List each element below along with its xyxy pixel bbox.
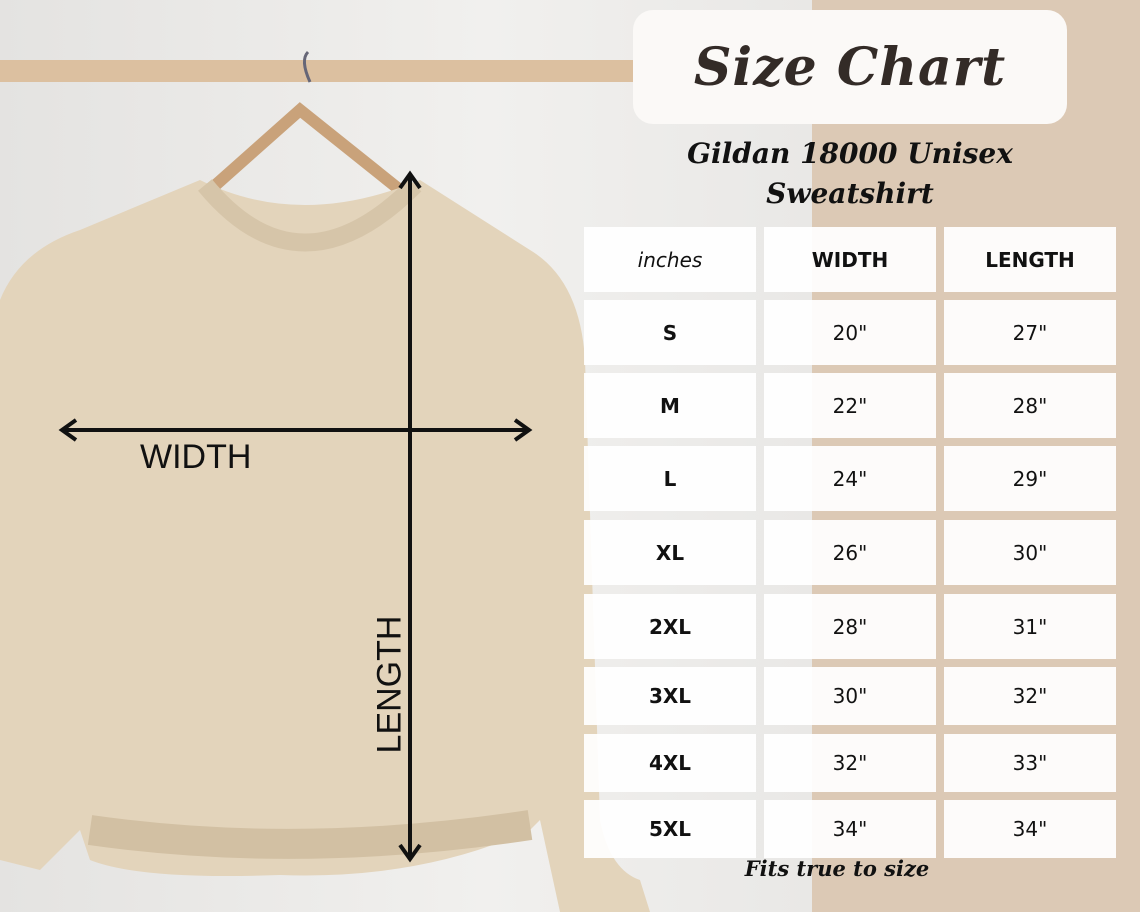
table-cell: 27" <box>944 300 1116 365</box>
title-box: Size Chart <box>633 10 1067 124</box>
table-cell: 32" <box>944 667 1116 725</box>
table-cell: 34" <box>944 800 1116 858</box>
length-label: LENGTH <box>370 615 409 754</box>
table-cell: 33" <box>944 734 1116 792</box>
table-cell: S <box>584 300 756 365</box>
table-cell: 5XL <box>584 800 756 858</box>
width-label: WIDTH <box>140 438 252 476</box>
subtitle-line-2: Sweatshirt <box>766 177 934 210</box>
fit-note: Fits true to size <box>744 856 930 881</box>
table-header-cell: LENGTH <box>944 227 1116 292</box>
table-cell: 20" <box>764 300 936 365</box>
hanger-rail <box>0 60 640 82</box>
table-cell: M <box>584 373 756 438</box>
table-cell: 29" <box>944 446 1116 511</box>
sweatshirt-photo <box>0 50 650 912</box>
collar <box>198 178 422 252</box>
table-cell: 28" <box>944 373 1116 438</box>
table-cell: 34" <box>764 800 936 858</box>
table-cell: 22" <box>764 373 936 438</box>
table-cell: 2XL <box>584 594 756 659</box>
hanger <box>206 102 404 195</box>
sweatshirt-body <box>0 180 650 912</box>
table-cell: 32" <box>764 734 936 792</box>
table-cell: 24" <box>764 446 936 511</box>
table-cell: 3XL <box>584 667 756 725</box>
table-header-cell: inches <box>584 227 756 292</box>
table-cell: 28" <box>764 594 936 659</box>
table-cell: 26" <box>764 520 936 585</box>
table-cell: 30" <box>944 520 1116 585</box>
hanger-hook <box>303 50 312 83</box>
table-header-cell: WIDTH <box>764 227 936 292</box>
subtitle: Gildan 18000 Unisex Sweatshirt <box>600 134 1100 214</box>
table-cell: 31" <box>944 594 1116 659</box>
hem <box>87 810 533 859</box>
table-cell: 4XL <box>584 734 756 792</box>
table-cell: 30" <box>764 667 936 725</box>
page-title: Size Chart <box>693 36 1007 98</box>
subtitle-line-1: Gildan 18000 Unisex <box>687 137 1013 170</box>
table-cell: XL <box>584 520 756 585</box>
table-cell: L <box>584 446 756 511</box>
